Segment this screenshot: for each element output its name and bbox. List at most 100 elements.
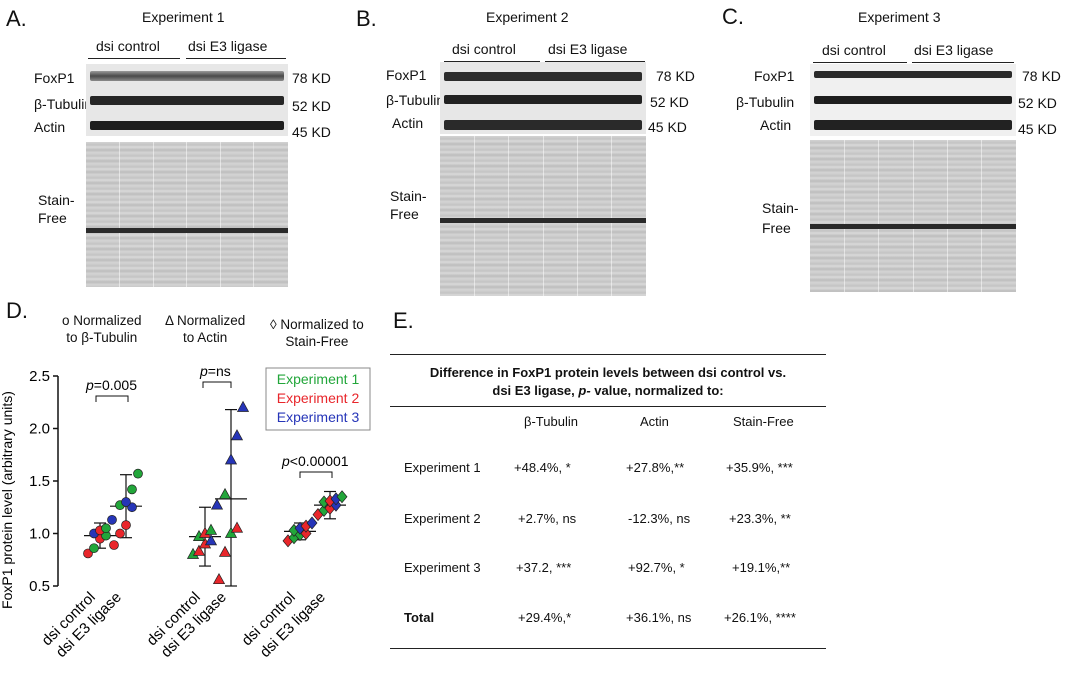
panel-b-stain-label-2: Free xyxy=(390,206,419,222)
y-tick-label: 0.5 xyxy=(29,578,50,595)
table-cell-exp3-stainfree: +19.1%,** xyxy=(732,560,791,575)
p-symbol-1: p xyxy=(85,377,94,393)
table-top-rule xyxy=(390,354,826,355)
data-point-triangle xyxy=(230,429,244,441)
data-point-circle xyxy=(89,543,99,554)
table-cell-exp1-label: Experiment 1 xyxy=(404,460,481,475)
data-point-circle xyxy=(121,497,131,507)
data-point-circle xyxy=(109,540,119,550)
data-point-triangle xyxy=(230,521,244,533)
p-value-3: <0.00001 xyxy=(290,453,349,469)
table-title-2a: dsi E3 ligase, xyxy=(492,383,579,398)
panel-c-row-foxp1: FoxP1 xyxy=(754,68,795,84)
p-value-2: =ns xyxy=(208,363,231,379)
panel-b-stain-free-gel xyxy=(440,136,646,296)
panel-c-western-blot xyxy=(810,64,1016,136)
data-point-triangle xyxy=(204,534,218,546)
panel-a-stain-label: Stain- Free xyxy=(38,191,75,227)
p-symbol-2: p xyxy=(199,363,208,379)
table-cell-exp2-label: Experiment 2 xyxy=(404,511,481,526)
table-row: Experiment 1 +48.4%, * +27.8%,** +35.9%,… xyxy=(390,460,826,480)
table-cell-exp2-tubulin: +2.7%, ns xyxy=(518,511,577,526)
table-title-2c: value, normalized to: xyxy=(590,383,724,398)
table-cell-exp1-actin: +27.8%,** xyxy=(626,460,685,475)
panel-a-stain-free-gel xyxy=(86,142,288,287)
data-point-circle xyxy=(133,468,143,479)
panel-b-control-underline xyxy=(444,61,540,62)
panel-d-header-stainfree-2: Stain-Free xyxy=(285,334,349,349)
table-col-stainfree: Stain-Free xyxy=(733,414,794,429)
p-label-2: p=ns xyxy=(199,363,231,379)
significance-bracket-2 xyxy=(202,381,232,388)
panel-c-row-tubulin: β-Tubulin xyxy=(736,94,795,110)
y-tick-label: 1.0 xyxy=(29,526,50,543)
panel-d-header-stainfree-1: ◊ Normalized to xyxy=(270,317,364,332)
significance-bracket-1 xyxy=(95,395,129,402)
panel-c-group-e3: dsi E3 ligase xyxy=(914,42,994,58)
table-title-line1: Difference in FoxP1 protein levels betwe… xyxy=(429,365,787,380)
panel-b-row-foxp1: FoxP1 xyxy=(386,67,427,83)
panel-e-letter: E. xyxy=(393,308,414,333)
data-point-triangle xyxy=(224,453,238,465)
table-col-actin: Actin xyxy=(640,414,669,429)
panel-a-control-underline xyxy=(88,58,180,59)
data-point-triangle xyxy=(192,544,206,556)
table-cell-exp3-actin: +92.7%, * xyxy=(628,560,685,575)
data-point-circle xyxy=(115,528,125,539)
panel-b-row-actin: Actin xyxy=(392,115,424,131)
panel-a-letter: A. xyxy=(6,6,27,31)
data-point-triangle xyxy=(236,400,250,412)
panel-a-row-actin: Actin xyxy=(34,119,66,135)
panel-c-kd-45: 45 KD xyxy=(1018,121,1057,137)
panel-c-kd-78: 78 KD xyxy=(1022,68,1061,84)
y-axis-label: FoxP1 protein level (arbitrary units) xyxy=(0,391,15,609)
panel-a-row-tubulin: β-Tubulin xyxy=(34,96,93,112)
data-point-diamond xyxy=(306,516,318,530)
panel-b-row-tubulin: β-Tubulin xyxy=(386,92,445,108)
panel-d-letter: D. xyxy=(6,298,28,323)
panel-b-group-control: dsi control xyxy=(452,41,516,57)
panel-c-kd-52: 52 KD xyxy=(1018,95,1057,111)
panel-b-letter: B. xyxy=(356,6,377,31)
panel-b-kd-52: 52 KD xyxy=(650,94,689,110)
table-title: Difference in FoxP1 protein levels betwe… xyxy=(390,364,826,400)
panel-c-group-control: dsi control xyxy=(822,42,886,58)
legend-exp1: Experiment 1 xyxy=(277,371,360,387)
data-point-triangle xyxy=(212,572,226,585)
data-point-triangle xyxy=(218,487,232,499)
data-point-circle xyxy=(127,484,137,495)
p-label-3: p<0.00001 xyxy=(281,453,349,469)
panel-d-header-actin: Δ Normalized to Actin xyxy=(165,312,245,346)
panel-d-header-stainfree: ◊ Normalized to Stain-Free xyxy=(270,316,364,350)
panel-d-header-actin-2: to Actin xyxy=(183,330,228,345)
p-symbol-3: p xyxy=(281,453,290,469)
panel-c-stain-label-2: Free xyxy=(762,220,791,236)
table-cell-exp1-stainfree: +35.9%, *** xyxy=(726,460,793,475)
legend-box xyxy=(265,367,371,431)
p-value-1: =0.005 xyxy=(94,377,137,393)
panel-a-stain-label-2: Free xyxy=(38,210,67,226)
data-point-triangle xyxy=(204,523,218,535)
panel-a-kd-78: 78 KD xyxy=(292,70,331,86)
panel-a-group-control: dsi control xyxy=(96,38,160,54)
panel-c-stain-free-gel xyxy=(810,140,1016,292)
y-tick-label: 1.5 xyxy=(29,473,50,490)
panel-a-title: Experiment 1 xyxy=(142,9,225,25)
panel-b-stain-label-1: Stain- xyxy=(390,188,427,204)
data-point-triangle xyxy=(210,498,224,510)
table-cell-exp3-tubulin: +37.2, *** xyxy=(516,560,572,575)
table-cell-total-label: Total xyxy=(404,610,435,625)
panel-c-title: Experiment 3 xyxy=(858,9,941,25)
table-cell-total-stainfree: +26.1%, **** xyxy=(724,610,796,625)
data-point-circle xyxy=(121,520,131,530)
panel-c-row-actin: Actin xyxy=(760,117,792,133)
table-row: Experiment 3 +37.2, *** +92.7%, * +19.1%… xyxy=(390,560,826,580)
panel-b-group-e3: dsi E3 ligase xyxy=(548,41,628,57)
table-col-tubulin: β-Tubulin xyxy=(524,414,578,429)
panel-d-header-tubulin-2: to β-Tubulin xyxy=(66,330,138,345)
table-title-line2: dsi E3 ligase, p- value, normalized to: xyxy=(390,382,826,400)
panel-c-letter: C. xyxy=(722,4,744,29)
panel-c-control-underline xyxy=(813,62,907,63)
legend-exp2: Experiment 2 xyxy=(277,390,360,406)
